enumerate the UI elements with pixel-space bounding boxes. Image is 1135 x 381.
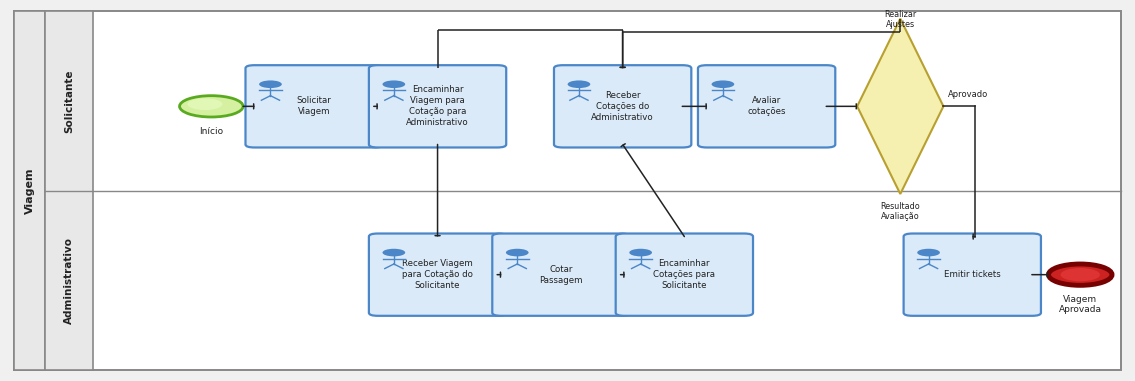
Circle shape xyxy=(382,80,405,88)
FancyBboxPatch shape xyxy=(615,234,753,316)
Text: Cotar
Passagem: Cotar Passagem xyxy=(539,265,582,285)
Polygon shape xyxy=(857,19,943,194)
Text: Administrativo: Administrativo xyxy=(65,237,74,323)
FancyBboxPatch shape xyxy=(493,234,630,316)
Text: Emitir tickets: Emitir tickets xyxy=(944,270,1001,279)
FancyBboxPatch shape xyxy=(903,234,1041,316)
Circle shape xyxy=(629,249,651,256)
Circle shape xyxy=(259,80,281,88)
Text: Receber Viagem
para Cotação do
Solicitante: Receber Viagem para Cotação do Solicitan… xyxy=(402,259,473,290)
FancyBboxPatch shape xyxy=(554,65,691,147)
Circle shape xyxy=(712,80,734,88)
Text: Receber
Cotações do
Administrativo: Receber Cotações do Administrativo xyxy=(591,91,654,122)
Text: Aprovado: Aprovado xyxy=(948,90,989,99)
Text: Encaminhar
Viagem para
Cotação para
Administrativo: Encaminhar Viagem para Cotação para Admi… xyxy=(406,85,469,128)
Circle shape xyxy=(1060,268,1100,281)
Text: Encaminhar
Cotações para
Solicitante: Encaminhar Cotações para Solicitante xyxy=(654,259,715,290)
FancyBboxPatch shape xyxy=(369,234,506,316)
FancyBboxPatch shape xyxy=(369,65,506,147)
Circle shape xyxy=(382,249,405,256)
Text: Viagem: Viagem xyxy=(25,167,34,214)
Text: Realizar
Ajustes: Realizar Ajustes xyxy=(884,10,916,29)
Circle shape xyxy=(568,80,590,88)
FancyBboxPatch shape xyxy=(698,65,835,147)
Circle shape xyxy=(187,98,222,110)
Text: Início: Início xyxy=(200,126,224,136)
Text: Resultado
Avaliação: Resultado Avaliação xyxy=(881,202,920,221)
Text: Avaliar
cotações: Avaliar cotações xyxy=(747,96,785,116)
Text: Viagem
Aprovada: Viagem Aprovada xyxy=(1059,295,1102,314)
Bar xyxy=(14,11,45,370)
Circle shape xyxy=(179,96,243,117)
Text: Solicitar
Viagem: Solicitar Viagem xyxy=(296,96,331,116)
Circle shape xyxy=(917,249,940,256)
Circle shape xyxy=(1049,264,1112,285)
Bar xyxy=(45,11,93,370)
Circle shape xyxy=(506,249,529,256)
FancyBboxPatch shape xyxy=(245,65,382,147)
Text: Solicitante: Solicitante xyxy=(65,69,74,133)
